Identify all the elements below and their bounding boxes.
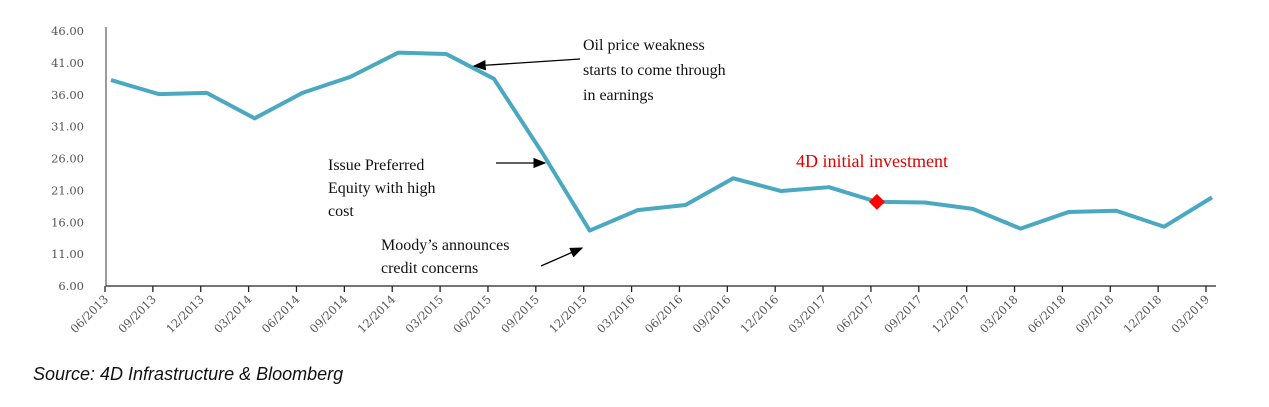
x-tick-label: 06/2016 [642, 292, 686, 336]
highlight-diamond-marker [868, 193, 885, 210]
y-tick-label: 46.00 [51, 24, 84, 38]
x-tick-label: 03/2018 [977, 292, 1021, 336]
x-tick-label: 09/2013 [115, 292, 159, 336]
x-tick-label: 03/2017 [785, 292, 829, 336]
annotation-moodys: Moody’s announces credit concerns [381, 237, 513, 277]
x-tick-label: 12/2014 [355, 292, 399, 336]
x-tick-label: 12/2013 [163, 292, 207, 336]
series-line [110, 50, 1214, 233]
annotation-4d-investment: 4D initial investment [796, 151, 948, 171]
y-tick-label: 6.00 [58, 279, 84, 293]
x-tick-label: 09/2015 [498, 292, 542, 336]
x-tick-label: 06/2018 [1025, 292, 1069, 336]
x-tick-label: 06/2017 [833, 292, 877, 336]
x-tick-label: 06/2015 [450, 292, 494, 336]
x-tick-label: 12/2018 [1121, 292, 1165, 336]
y-tick-label: 11.00 [51, 247, 84, 261]
x-tick-label: 12/2017 [929, 292, 973, 336]
y-tick-label: 26.00 [51, 152, 84, 166]
x-tick-label: 09/2014 [307, 292, 351, 336]
annotation-oil-price: Oil price weakness starts to come throug… [583, 37, 730, 104]
annotation-arrow-oil-price [472, 58, 581, 71]
x-tick-label: 03/2015 [403, 292, 447, 336]
x-tick-label: 09/2017 [881, 292, 925, 336]
x-tick-label: 12/2015 [546, 292, 590, 336]
x-tick-label: 06/2014 [259, 292, 303, 336]
x-tick-label: 03/2019 [1168, 292, 1212, 336]
y-tick-label: 31.00 [51, 120, 84, 134]
x-tick-label: 09/2016 [690, 292, 734, 336]
y-tick-label: 16.00 [51, 215, 84, 229]
x-tick-label: 12/2016 [738, 292, 782, 336]
annotation-arrow-moodys [540, 247, 584, 267]
x-tick-label: 03/2014 [211, 292, 255, 336]
y-tick-label: 41.00 [51, 56, 84, 70]
source-note: Source: 4D Infrastructure & Bloomberg [33, 364, 344, 384]
y-tick-label: 21.00 [51, 183, 84, 197]
x-tick-label: 09/2018 [1073, 292, 1117, 336]
x-tick-label: 06/2013 [67, 292, 111, 336]
y-tick-label: 36.00 [51, 88, 84, 102]
x-tick-label: 03/2016 [594, 292, 638, 336]
annotation-preferred-equity: Issue Preferred Equity with high cost [328, 157, 440, 220]
